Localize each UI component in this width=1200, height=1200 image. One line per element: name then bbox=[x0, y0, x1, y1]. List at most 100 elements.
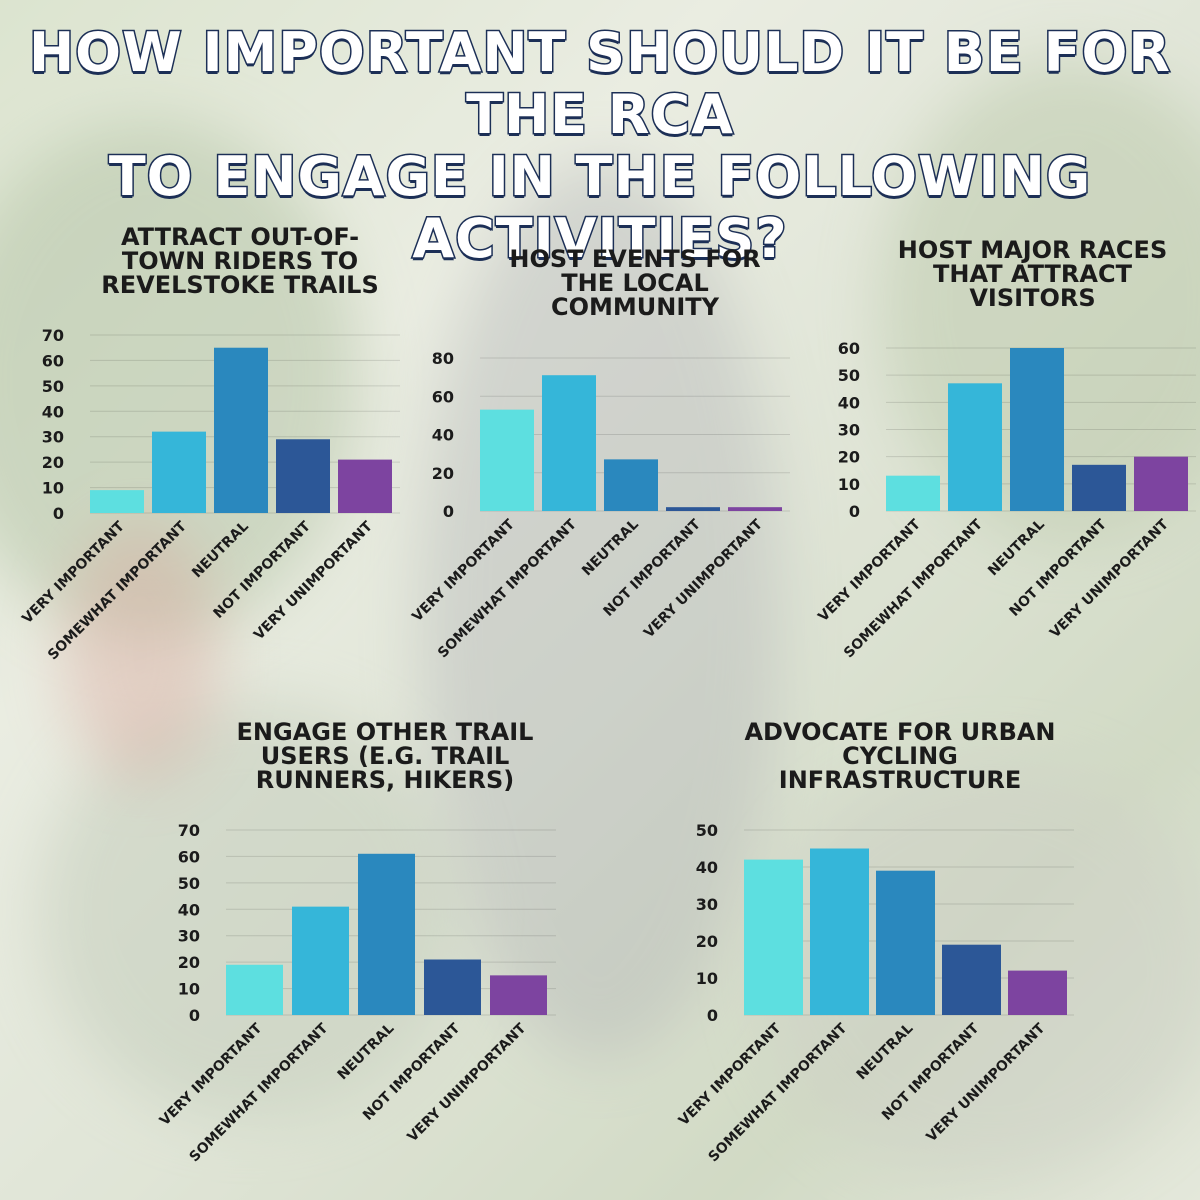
bar bbox=[1134, 456, 1188, 511]
chart-title-line: VISITORS bbox=[969, 284, 1096, 312]
bar bbox=[942, 944, 1001, 1015]
bar bbox=[358, 853, 415, 1015]
y-tick-label: 40 bbox=[432, 426, 454, 445]
y-tick-label: 0 bbox=[189, 1006, 200, 1025]
y-tick-label: 10 bbox=[838, 475, 860, 494]
y-tick-label: 60 bbox=[178, 847, 200, 866]
chart-title-line: CYCLING bbox=[842, 742, 958, 770]
x-tick-label: VERY UNIMPORTANT bbox=[251, 518, 376, 643]
x-tick-label: NEUTRAL bbox=[985, 516, 1048, 579]
x-tick-label: SOMEWHAT IMPORTANT bbox=[705, 1020, 850, 1165]
chart-title-line: TOWN RIDERS TO bbox=[121, 247, 359, 275]
y-tick-label: 0 bbox=[53, 504, 64, 523]
y-tick-label: 0 bbox=[443, 502, 454, 521]
bar bbox=[810, 848, 869, 1015]
y-tick-label: 40 bbox=[42, 402, 64, 421]
bar bbox=[1010, 348, 1064, 511]
y-tick-label: 50 bbox=[178, 874, 200, 893]
y-tick-label: 70 bbox=[42, 326, 64, 345]
bar bbox=[744, 859, 803, 1015]
chart-title-line: ATTRACT OUT-OF- bbox=[120, 223, 360, 251]
chart-title-line: INFRASTRUCTURE bbox=[778, 766, 1022, 794]
y-tick-label: 40 bbox=[696, 858, 718, 877]
y-tick-label: 60 bbox=[432, 387, 454, 406]
chart-host-local-events: HOST EVENTS FOR THE LOCAL COMMUNITY 0 20 40 6… bbox=[409, 247, 820, 707]
x-tick-label: VERY IMPORTANT bbox=[409, 516, 518, 625]
main-title: HOW IMPORTANT SHOULD IT BE FOR THE RCA T… bbox=[0, 20, 1200, 271]
chart-title-line: REVELSTOKE TRAILS bbox=[101, 271, 379, 299]
bar bbox=[276, 439, 330, 513]
chart-title-line: RUNNERS, HIKERS) bbox=[255, 766, 515, 794]
y-tick-label: 10 bbox=[42, 479, 64, 498]
chart-title: ATTRACT OUT-OF- TOWN RIDERS TO REVELSTOKE … bbox=[90, 225, 390, 297]
x-tick-label: VERY UNIMPORTANT bbox=[641, 516, 766, 641]
y-tick-label: 40 bbox=[838, 393, 860, 412]
y-tick-label: 0 bbox=[707, 1006, 718, 1025]
y-tick-label: 20 bbox=[432, 464, 454, 483]
chart-title: ENGAGE OTHER TRAIL USERS (E.G. TRAIL RUNNE… bbox=[220, 720, 550, 792]
x-tick-label: VERY IMPORTANT bbox=[815, 516, 924, 625]
bar bbox=[214, 347, 268, 513]
chart-attract-riders: ATTRACT OUT-OF- TOWN RIDERS TO REVELSTOKE … bbox=[19, 225, 420, 685]
chart-urban-cycling: ADVOCATE FOR URBAN CYCLING INFRASTRUCTURE … bbox=[676, 720, 1120, 1190]
bar bbox=[338, 459, 392, 513]
x-tick-label: NEUTRAL bbox=[335, 1020, 398, 1083]
bar bbox=[666, 507, 720, 511]
x-tick-label: VERY UNIMPORTANT bbox=[924, 1020, 1049, 1145]
x-tick-label: VERY UNIMPORTANT bbox=[405, 1020, 530, 1145]
y-tick-label: 20 bbox=[696, 932, 718, 951]
x-tick-label: NEUTRAL bbox=[579, 516, 642, 579]
y-tick-label: 30 bbox=[42, 428, 64, 447]
bar bbox=[292, 906, 349, 1015]
chart-title-line: HOST EVENTS FOR bbox=[509, 245, 761, 273]
bar bbox=[152, 431, 206, 513]
main-title-line: TO ENGAGE IN THE FOLLOWING ACTIVITIES? bbox=[107, 144, 1092, 271]
x-tick-label: VERY UNIMPORTANT bbox=[1047, 516, 1172, 641]
y-tick-label: 50 bbox=[696, 821, 718, 840]
bar bbox=[604, 459, 658, 511]
bar bbox=[728, 507, 782, 511]
y-tick-label: 10 bbox=[696, 969, 718, 988]
bar bbox=[90, 490, 144, 513]
chart-title-line: ENGAGE OTHER TRAIL bbox=[236, 718, 534, 746]
bar bbox=[490, 975, 547, 1015]
y-tick-label: 40 bbox=[178, 900, 200, 919]
y-tick-label: 0 bbox=[849, 502, 860, 521]
bar bbox=[1008, 970, 1067, 1015]
y-tick-label: 60 bbox=[42, 351, 64, 370]
y-tick-label: 50 bbox=[838, 366, 860, 385]
bar bbox=[480, 409, 534, 511]
y-tick-label: 80 bbox=[432, 349, 454, 368]
chart-engage-trail-users: ENGAGE OTHER TRAIL USERS (E.G. TRAIL RUNNE… bbox=[157, 720, 590, 1190]
chart-title-line: THE LOCAL bbox=[561, 269, 709, 297]
x-tick-label: SOMEWHAT IMPORTANT bbox=[186, 1020, 331, 1165]
chart-title-line: THAT ATTRACT bbox=[933, 260, 1132, 288]
bar bbox=[424, 959, 481, 1015]
bar bbox=[1072, 464, 1126, 511]
y-tick-label: 60 bbox=[838, 339, 860, 358]
x-tick-label: VERY IMPORTANT bbox=[19, 518, 128, 627]
y-tick-label: 10 bbox=[178, 980, 200, 999]
y-tick-label: 50 bbox=[42, 377, 64, 396]
chart-title-line: HOST MAJOR RACES bbox=[897, 236, 1168, 264]
chart-title: HOST EVENTS FOR THE LOCAL COMMUNITY bbox=[480, 247, 790, 319]
y-tick-label: 30 bbox=[696, 895, 718, 914]
bar bbox=[542, 375, 596, 511]
y-tick-label: 20 bbox=[178, 953, 200, 972]
main-title-line: HOW IMPORTANT SHOULD IT BE FOR THE RCA bbox=[27, 20, 1171, 147]
x-tick-label: NEUTRAL bbox=[189, 518, 252, 581]
x-tick-label: NEUTRAL bbox=[854, 1020, 917, 1083]
y-tick-label: 30 bbox=[178, 927, 200, 946]
y-tick-label: 70 bbox=[178, 821, 200, 840]
bar bbox=[886, 475, 940, 511]
y-tick-label: 20 bbox=[838, 448, 860, 467]
chart-host-major-races: HOST MAJOR RACES THAT ATTRACT VISITORS 0 10… bbox=[815, 236, 1196, 698]
chart-title-line: ADVOCATE FOR URBAN bbox=[744, 718, 1056, 746]
chart-title: ADVOCATE FOR URBAN CYCLING INFRASTRUCTURE bbox=[720, 720, 1080, 792]
bar bbox=[226, 964, 283, 1015]
